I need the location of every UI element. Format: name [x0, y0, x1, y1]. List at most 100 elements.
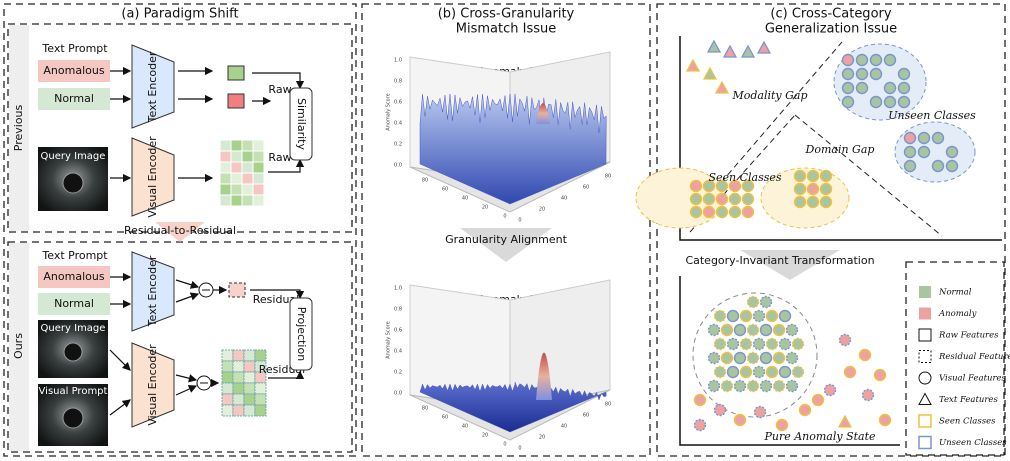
- x-tick-label: 20: [482, 205, 488, 211]
- feature-point: [748, 325, 759, 336]
- anomaly-map: 3D Anomaly Map1.00.80.60.40.20.0Anomaly …: [386, 52, 612, 224]
- feature-cell: [244, 361, 255, 372]
- feature-cell: [231, 173, 242, 184]
- panel-title: Generalization Issue: [765, 22, 897, 37]
- feature-point: [821, 184, 832, 195]
- feature-point: [704, 207, 715, 218]
- z-tick-label: 0.2: [394, 370, 402, 376]
- feature-cell: [255, 350, 266, 361]
- text-feature: [704, 68, 716, 79]
- label: Granularity Alignment: [445, 233, 567, 246]
- feature-point: [899, 83, 910, 94]
- feature-point: [880, 415, 891, 426]
- legend-swatch: [919, 415, 931, 427]
- feature-cell: [231, 184, 242, 195]
- feature-point: [709, 381, 720, 392]
- feature-point: [795, 184, 806, 195]
- arrow: [176, 375, 196, 380]
- feature-point: [808, 184, 819, 195]
- feature-cell: [244, 383, 255, 394]
- feature-cell: [220, 173, 231, 184]
- legend-label: Anomaly: [938, 309, 977, 319]
- feature-point: [704, 194, 715, 205]
- feature-point: [722, 353, 733, 364]
- legend-label: Raw Features: [938, 331, 999, 341]
- image-label: Query Image: [41, 323, 106, 334]
- feature-cell: [253, 195, 264, 206]
- legend-swatch: [919, 329, 931, 341]
- feature-cell: [222, 405, 233, 416]
- feature-cell: [222, 361, 233, 372]
- feature-point: [787, 353, 798, 364]
- arrow: [110, 350, 130, 370]
- image-detail: [63, 173, 83, 193]
- y-tick-label: 20: [539, 207, 545, 213]
- feature-point: [780, 311, 791, 322]
- feature-cell: [231, 140, 242, 151]
- feature-point: [871, 55, 882, 66]
- legend-label: Unseen Classes: [939, 438, 1007, 448]
- feature-point: [857, 69, 868, 80]
- feature-point: [885, 55, 896, 66]
- feature-point: [821, 171, 832, 182]
- text-feature: [742, 46, 754, 57]
- feature-point: [885, 83, 896, 94]
- z-tick-label: 1.0: [394, 58, 402, 64]
- row-label: Ours: [12, 333, 25, 359]
- feature-cell: [244, 372, 255, 383]
- feature-point: [899, 97, 910, 108]
- feature-grid: [222, 350, 266, 416]
- feature-point: [905, 147, 916, 158]
- label: Text Prompt: [41, 249, 108, 262]
- feature-cell: [231, 151, 242, 162]
- feature-point: [715, 367, 726, 378]
- feature-point: [774, 381, 785, 392]
- legend-label: Text Features: [939, 395, 998, 405]
- z-tick-label: 0.4: [394, 349, 402, 355]
- feature-cell: [253, 162, 264, 173]
- legend-swatch: [919, 286, 931, 298]
- feature-cell: [244, 350, 255, 361]
- feature-cell: [253, 173, 264, 184]
- feature-point: [808, 197, 819, 208]
- figure: (a) Paradigm Shift Previous Ours Text Pr…: [0, 0, 1010, 461]
- y-tick-label: 0: [518, 218, 521, 224]
- feature-cell: [242, 184, 253, 195]
- z-tick-label: 0.8: [394, 307, 402, 313]
- feature-cell: [220, 140, 231, 151]
- feature-point: [795, 197, 806, 208]
- feature-point: [730, 207, 741, 218]
- feature-point: [813, 395, 824, 406]
- label: Modality Gap: [731, 89, 807, 102]
- feature-point: [761, 353, 772, 364]
- feature-cell: [233, 350, 244, 361]
- y-tick-label: 0: [518, 446, 521, 452]
- feature-point: [871, 69, 882, 80]
- text-feature: [708, 41, 720, 52]
- legend-label: Visual Features: [939, 374, 1007, 384]
- feature-point: [825, 385, 836, 396]
- text-feature: [758, 42, 770, 53]
- feature-point: [743, 207, 754, 218]
- feature-point: [787, 325, 798, 336]
- feature-cell: [244, 394, 255, 405]
- feature-point: [899, 69, 910, 80]
- feature-point: [840, 335, 851, 346]
- arrow: [176, 280, 198, 287]
- label: Pure Anomaly State: [763, 430, 876, 443]
- feature-point: [761, 325, 772, 336]
- z-tick-label: 1.0: [394, 286, 402, 292]
- label: Anomalous: [43, 270, 104, 283]
- feature-point: [728, 311, 739, 322]
- feature-point: [793, 367, 804, 378]
- feature-cell: [255, 394, 266, 405]
- label: Anomalous: [43, 64, 104, 77]
- arrow: [110, 400, 130, 415]
- feature-point: [741, 367, 752, 378]
- feature-point: [767, 367, 778, 378]
- feature-point: [857, 83, 868, 94]
- feature-cell: [242, 173, 253, 184]
- label: Residual-to-Residual: [124, 224, 236, 237]
- text-feature: [839, 416, 851, 427]
